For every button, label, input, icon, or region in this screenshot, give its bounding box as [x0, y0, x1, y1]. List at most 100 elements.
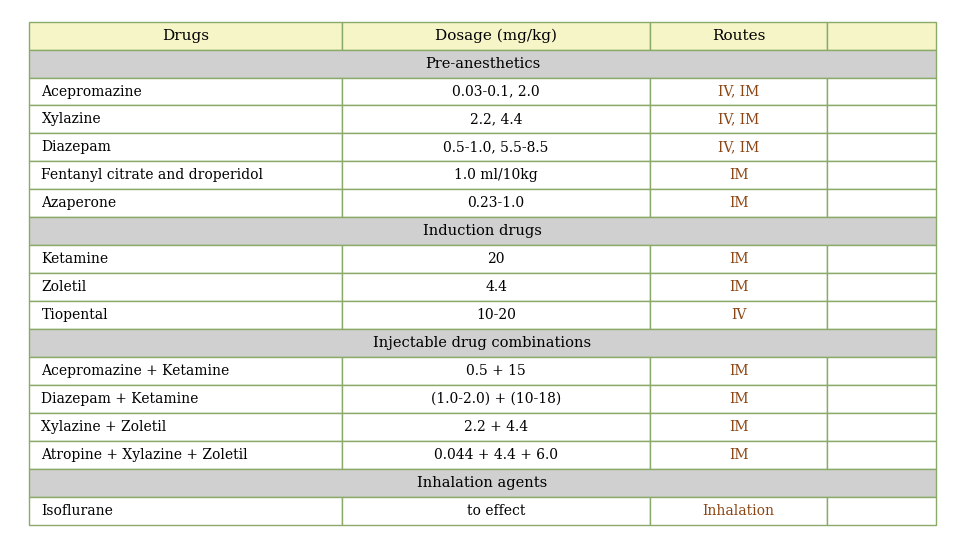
- Bar: [827, 22, 936, 50]
- Bar: [342, 134, 650, 161]
- Bar: [342, 301, 650, 329]
- Bar: [650, 385, 827, 413]
- Bar: [650, 77, 827, 105]
- Bar: [650, 301, 827, 329]
- Text: IM: IM: [729, 448, 749, 462]
- Text: IV: IV: [731, 308, 747, 322]
- Bar: [650, 189, 827, 217]
- Bar: [342, 161, 650, 189]
- Text: Diazepam: Diazepam: [41, 141, 111, 154]
- Bar: [342, 77, 650, 105]
- Text: IM: IM: [729, 168, 749, 182]
- Text: 2.2 + 4.4: 2.2 + 4.4: [464, 420, 528, 434]
- Bar: [342, 497, 650, 525]
- Bar: [650, 245, 827, 273]
- Bar: [342, 105, 650, 134]
- Text: Diazepam + Ketamine: Diazepam + Ketamine: [41, 392, 199, 406]
- Bar: [29, 134, 342, 161]
- Text: 20: 20: [487, 252, 505, 266]
- Text: 0.5-1.0, 5.5-8.5: 0.5-1.0, 5.5-8.5: [444, 141, 549, 154]
- Bar: [29, 161, 342, 189]
- Text: Acepromazine + Ketamine: Acepromazine + Ketamine: [41, 364, 230, 378]
- Text: Isoflurane: Isoflurane: [41, 504, 113, 518]
- Text: IV, IM: IV, IM: [718, 141, 759, 154]
- Bar: [342, 441, 650, 469]
- Text: Inhalation agents: Inhalation agents: [418, 476, 547, 490]
- Bar: [827, 77, 936, 105]
- Text: Inhalation: Inhalation: [703, 504, 775, 518]
- Text: Pre-anesthetics: Pre-anesthetics: [425, 57, 540, 70]
- Bar: [342, 385, 650, 413]
- Text: IM: IM: [729, 420, 749, 434]
- Bar: [827, 441, 936, 469]
- Text: 2.2, 4.4: 2.2, 4.4: [470, 113, 522, 127]
- Text: Azaperone: Azaperone: [41, 196, 117, 210]
- Text: IM: IM: [729, 252, 749, 266]
- Bar: [827, 357, 936, 385]
- Bar: [29, 413, 342, 441]
- Text: 0.03-0.1, 2.0: 0.03-0.1, 2.0: [453, 84, 540, 98]
- Bar: [827, 497, 936, 525]
- Bar: [827, 385, 936, 413]
- Bar: [342, 245, 650, 273]
- Text: 4.4: 4.4: [485, 280, 507, 294]
- Text: Atropine + Xylazine + Zoletil: Atropine + Xylazine + Zoletil: [41, 448, 248, 462]
- Bar: [29, 245, 342, 273]
- Text: 0.044 + 4.4 + 6.0: 0.044 + 4.4 + 6.0: [434, 448, 558, 462]
- Text: IM: IM: [729, 196, 749, 210]
- Text: Drugs: Drugs: [162, 29, 209, 43]
- Bar: [29, 50, 936, 77]
- Bar: [650, 22, 827, 50]
- Text: 1.0 ml/10kg: 1.0 ml/10kg: [455, 168, 538, 182]
- Bar: [827, 413, 936, 441]
- Bar: [650, 357, 827, 385]
- Bar: [342, 413, 650, 441]
- Bar: [29, 22, 342, 50]
- Bar: [29, 301, 342, 329]
- Text: Ketamine: Ketamine: [41, 252, 109, 266]
- Bar: [827, 105, 936, 134]
- Text: Dosage (mg/kg): Dosage (mg/kg): [435, 29, 557, 43]
- Text: 10-20: 10-20: [476, 308, 516, 322]
- Bar: [650, 413, 827, 441]
- Bar: [29, 469, 936, 497]
- Bar: [29, 77, 342, 105]
- Bar: [650, 441, 827, 469]
- Bar: [650, 273, 827, 301]
- Bar: [29, 357, 342, 385]
- Bar: [29, 329, 936, 357]
- Bar: [827, 245, 936, 273]
- Bar: [29, 105, 342, 134]
- Text: 0.5 + 15: 0.5 + 15: [466, 364, 526, 378]
- Text: Injectable drug combinations: Injectable drug combinations: [373, 336, 592, 350]
- Text: IM: IM: [729, 364, 749, 378]
- Bar: [342, 189, 650, 217]
- Bar: [650, 161, 827, 189]
- Bar: [342, 357, 650, 385]
- Text: IV, IM: IV, IM: [718, 113, 759, 127]
- Text: IV, IM: IV, IM: [718, 84, 759, 98]
- Bar: [827, 134, 936, 161]
- Text: Induction drugs: Induction drugs: [423, 225, 542, 238]
- Bar: [650, 134, 827, 161]
- Bar: [827, 189, 936, 217]
- Text: IM: IM: [729, 280, 749, 294]
- Bar: [827, 301, 936, 329]
- Bar: [29, 273, 342, 301]
- Bar: [650, 105, 827, 134]
- Text: 0.23-1.0: 0.23-1.0: [468, 196, 525, 210]
- Bar: [29, 217, 936, 245]
- Bar: [827, 273, 936, 301]
- Bar: [29, 385, 342, 413]
- Bar: [342, 22, 650, 50]
- Text: to effect: to effect: [467, 504, 525, 518]
- Bar: [650, 497, 827, 525]
- Text: Xylazine: Xylazine: [41, 113, 101, 127]
- Bar: [827, 161, 936, 189]
- Text: IM: IM: [729, 392, 749, 406]
- Bar: [29, 189, 342, 217]
- Bar: [29, 441, 342, 469]
- Text: Zoletil: Zoletil: [41, 280, 87, 294]
- Text: Tiopental: Tiopental: [41, 308, 108, 322]
- Text: Xylazine + Zoletil: Xylazine + Zoletil: [41, 420, 167, 434]
